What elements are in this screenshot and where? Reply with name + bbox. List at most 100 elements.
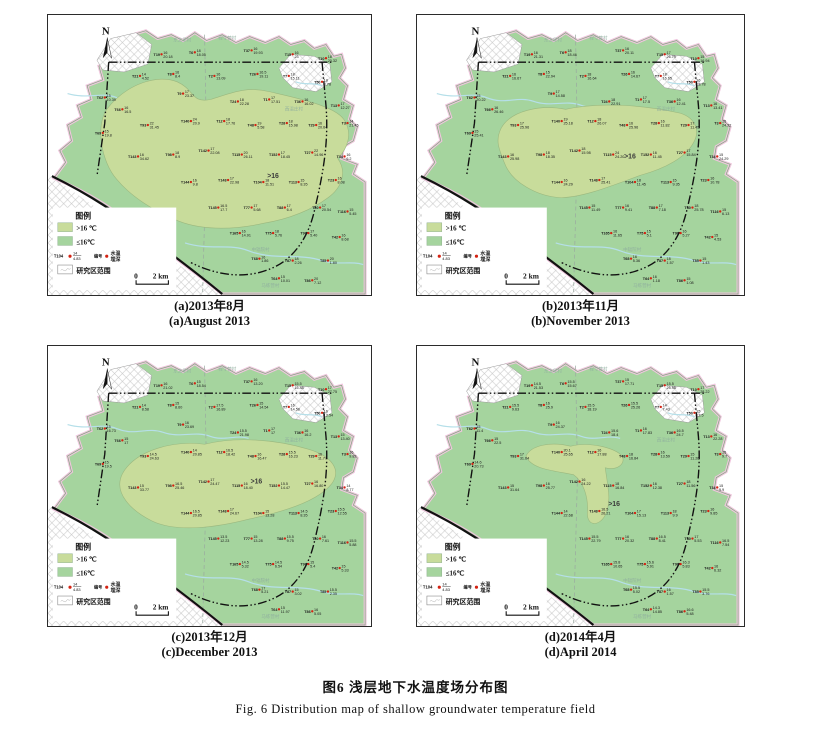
station: T85 15 1.43: [692, 257, 709, 265]
station-dot: [560, 180, 563, 184]
svg-text:5.36: 5.36: [633, 259, 640, 263]
svg-text:水温: 水温: [480, 250, 490, 257]
svg-text:24.29: 24.29: [719, 157, 728, 161]
svg-text:T75: T75: [637, 232, 643, 236]
svg-text:15: 15: [700, 55, 704, 59]
svg-text:8.4: 8.4: [175, 74, 180, 78]
svg-text:T90: T90: [673, 563, 679, 567]
svg-text:13.5: 13.5: [220, 535, 227, 539]
station: T152 15.5 14.47: [269, 482, 290, 490]
station: T10 18 20.32: [318, 55, 337, 63]
svg-text:T21: T21: [132, 405, 138, 409]
svg-text:T104: T104: [54, 254, 64, 259]
station-dot: [258, 257, 261, 260]
svg-text:T15: T15: [657, 53, 663, 57]
svg-text:17: 17: [667, 51, 671, 55]
svg-text:T113: T113: [289, 512, 297, 516]
svg-text:T165: T165: [601, 232, 610, 236]
station-dot: [311, 482, 314, 485]
svg-text:13.28: 13.28: [265, 514, 274, 518]
svg-text:15: 15: [647, 230, 651, 234]
svg-text:15.6: 15.6: [611, 429, 618, 433]
svg-text:T24: T24: [230, 431, 237, 435]
station: T23 15.5 12.55: [328, 508, 347, 516]
station-dot: [101, 462, 104, 466]
station: T3 15 24.22: [714, 120, 731, 128]
svg-text:T66: T66: [114, 108, 120, 112]
svg-text:T62: T62: [466, 96, 472, 100]
station-dot: [189, 119, 193, 123]
svg-text:T165: T165: [601, 563, 610, 567]
svg-text:T64: T64: [643, 608, 650, 612]
svg-text:T28: T28: [651, 122, 657, 126]
station-dot: [291, 53, 294, 56]
station: T66 15 17: [114, 437, 128, 445]
station-dot: [588, 206, 591, 209]
station-dot: [254, 123, 257, 127]
station-dot: [629, 257, 633, 260]
svg-text:16: 16: [324, 409, 328, 413]
svg-text:2 km: 2 km: [153, 602, 169, 611]
place-label: 东太堡村: [544, 368, 563, 375]
map-a: 东太堡村 程寸营村 西温庄村 中辐院村 马练营村 >16 T19 16 20.18 T6…: [47, 14, 372, 296]
station: T165 16 11.65: [601, 230, 622, 238]
svg-text:15.84: 15.84: [686, 153, 695, 157]
svg-text:15: 15: [494, 437, 498, 441]
svg-text:24.63: 24.63: [150, 457, 159, 461]
station: T9 17 14.58: [548, 90, 565, 98]
svg-text:14.58: 14.58: [556, 94, 565, 98]
svg-text:T145: T145: [579, 537, 588, 541]
region-label: >16: [251, 479, 263, 486]
svg-text:17.76: 17.76: [226, 122, 235, 126]
station: T145 13.5 12.23: [208, 535, 229, 543]
panel-c-caption-zh: (c)2013年12月: [171, 630, 248, 644]
station-dot: [491, 108, 494, 111]
svg-text:T50: T50: [686, 80, 692, 84]
svg-text:>16 ℃: >16 ℃: [76, 225, 96, 233]
station-dot: [301, 431, 304, 434]
svg-text:17: 17: [124, 441, 128, 445]
svg-text:5.32: 5.32: [242, 565, 249, 569]
svg-text:T98: T98: [536, 484, 542, 488]
station-dot: [663, 53, 666, 56]
svg-text:8.78: 8.78: [324, 82, 331, 86]
svg-text:T80: T80: [684, 206, 690, 210]
svg-text:T66: T66: [114, 439, 120, 443]
station-dot: [207, 149, 210, 152]
station: T42 16 6.32: [704, 565, 721, 573]
stations-layer: T19 16 21.02 T6 15 18.54 T37 16 13.20 T1…: [95, 378, 357, 616]
station: T6 15.5 15.67: [560, 380, 577, 388]
station: T140 20.1 25.65: [552, 449, 573, 457]
legend: 图例 >16 ℃ ≤16℃ T104 14 4.83 编号 水温 埋深 研究区范…: [52, 207, 177, 291]
station-dot: [268, 98, 271, 101]
station: T104 18 11.51: [253, 179, 274, 187]
station-dot: [530, 384, 534, 387]
svg-text:15: 15: [197, 380, 201, 384]
svg-text:16: 16: [696, 78, 700, 82]
station-dot: [226, 509, 230, 513]
station: T80 17 5.53: [684, 535, 701, 543]
svg-text:T50: T50: [314, 411, 320, 415]
legend-title: 图例: [445, 541, 461, 551]
svg-text:8.68: 8.68: [341, 238, 348, 242]
station-dot: [649, 484, 653, 487]
station: T50 16 12.54: [314, 409, 333, 417]
legend-title: 图例: [75, 541, 91, 551]
svg-text:24: 24: [615, 151, 619, 155]
svg-text:T9: T9: [548, 423, 552, 427]
svg-text:T42: T42: [332, 567, 338, 571]
svg-text:T37: T37: [244, 380, 250, 384]
svg-text:T2: T2: [579, 405, 583, 409]
svg-text:15: 15: [686, 277, 690, 281]
svg-text:9.63: 9.63: [512, 407, 519, 411]
panel-c-caption: (c)2013年12月 (c)December 2013: [47, 630, 372, 660]
svg-text:0: 0: [504, 602, 508, 611]
svg-text:16: 16: [625, 47, 629, 51]
station-dot: [657, 121, 660, 125]
svg-text:11.56: 11.56: [686, 484, 695, 488]
station: T113 15 9.35: [661, 179, 680, 187]
svg-text:24.22: 24.22: [722, 124, 731, 128]
svg-text:16: 16: [546, 402, 550, 406]
svg-text:15: 15: [714, 234, 718, 238]
svg-text:T62: T62: [97, 96, 103, 100]
